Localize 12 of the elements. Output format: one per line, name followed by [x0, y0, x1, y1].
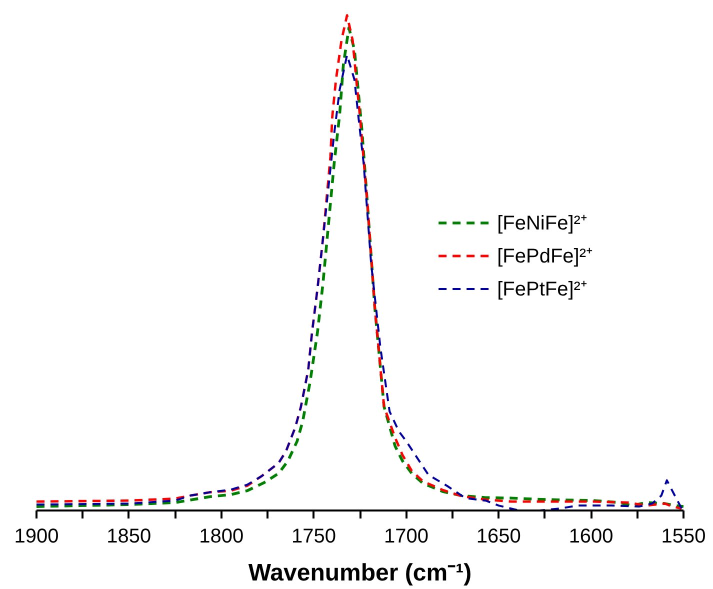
x-tick-label: 1650 [476, 526, 521, 548]
x-tick-label: 1800 [199, 526, 244, 548]
x-tick-label: 1900 [14, 526, 59, 548]
legend-label: [FeNiFe]²⁺ [497, 212, 588, 236]
x-tick-label: 1600 [568, 526, 614, 548]
x-axis-title: Wavenumber (cm⁻¹) [248, 560, 472, 586]
legend-label: [FePtFe]²⁺ [497, 278, 588, 302]
x-tick-label: 1850 [106, 526, 152, 548]
legend-label: [FePdFe]²⁺ [497, 244, 593, 268]
x-tick-label: 1550 [661, 526, 706, 548]
x-tick-label: 1700 [384, 526, 428, 548]
x-tick-label: 1750 [292, 526, 336, 548]
